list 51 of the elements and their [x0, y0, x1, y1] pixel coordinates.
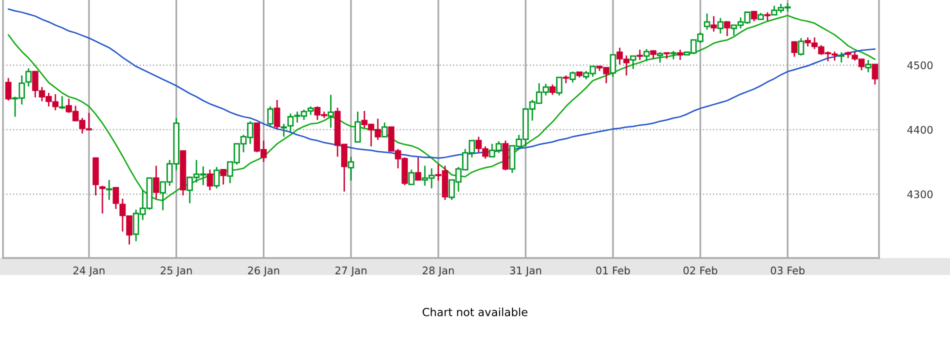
candlestick [872, 64, 878, 86]
text: Chart not available [422, 308, 528, 316]
candlestick [704, 12, 710, 30]
candlestick [415, 156, 422, 181]
candlestick [214, 166, 220, 190]
candlestick [610, 54, 616, 78]
candlestick [838, 52, 844, 64]
candlestick [348, 156, 354, 182]
candlestick [153, 165, 160, 200]
candlestick [636, 48, 643, 61]
candlestick [25, 68, 32, 88]
candlestick [267, 106, 274, 126]
candlestick [408, 168, 415, 186]
candlestick [643, 48, 650, 62]
candlestick [381, 122, 388, 138]
candlestick [112, 187, 119, 210]
candlestick [570, 70, 576, 84]
candlestick [99, 185, 106, 214]
candlestick [549, 84, 556, 96]
x-tick-label: 27 Jan [335, 266, 366, 276]
y-tick-label: 4300 [907, 190, 933, 198]
candlestick [274, 99, 280, 130]
y-tick-label: 4500 [907, 61, 933, 70]
candlestick [717, 17, 724, 34]
candlestick [206, 168, 214, 191]
candlestick [656, 52, 664, 64]
x-tick-label: 24 Jan [73, 266, 104, 276]
x-tick-label: 28 Jan [422, 266, 454, 276]
candlestick [220, 168, 226, 186]
x-tick-label: 01 Feb [596, 266, 630, 274]
x-tick-label: 03 Feb [770, 266, 805, 274]
candlestick [5, 77, 12, 102]
x-tick-label: 31 Jan [510, 266, 542, 276]
line-series [8, 14, 876, 202]
candlestick [710, 15, 717, 32]
candlestick [280, 123, 287, 138]
candlestick [865, 59, 872, 73]
candlestick [791, 40, 798, 58]
x-tick-label: 02 Feb [683, 266, 718, 274]
y-tick-label: 4400 [907, 126, 933, 134]
candlestick [630, 55, 636, 70]
candlestick [59, 95, 66, 110]
candlestick [798, 37, 804, 56]
candlestick [556, 76, 562, 96]
candlestick [677, 48, 684, 61]
candlestick [354, 110, 361, 144]
x-tick-label: 26 Jan [248, 266, 280, 276]
candlestick [724, 20, 730, 37]
candlestick [106, 179, 112, 201]
candlestick [328, 94, 334, 128]
x-tick-label: 25 Jan [160, 266, 192, 276]
